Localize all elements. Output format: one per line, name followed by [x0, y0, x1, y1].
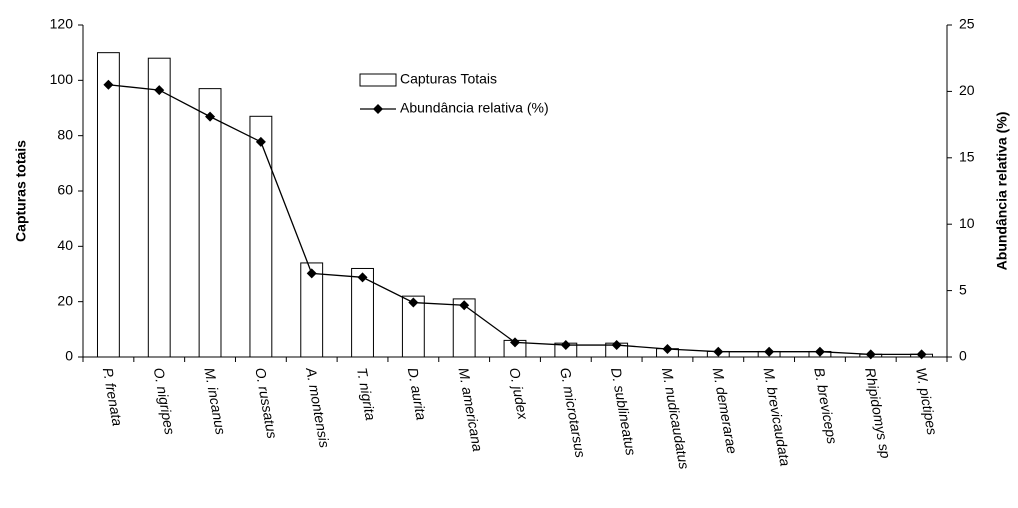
- y-tick-label: 80: [57, 126, 73, 142]
- marker: [560, 340, 571, 351]
- bar: [351, 267, 374, 358]
- marker: [611, 340, 622, 351]
- x-tick-label: O. russatus: [252, 366, 280, 439]
- bar: [300, 262, 324, 358]
- x-tick-label: O. nigripes: [151, 366, 179, 435]
- x-tick-label: M. americana: [456, 366, 487, 453]
- marker: [814, 346, 825, 357]
- y2-tick-label: 10: [959, 215, 975, 231]
- x-tick-label: G. microtarsus: [557, 366, 589, 458]
- x-tick-label: O. judex: [506, 366, 531, 421]
- y2-tick-label: 15: [959, 149, 975, 165]
- y-tick-label: 0: [65, 348, 73, 364]
- marker: [306, 268, 317, 279]
- y-tick-label: 120: [50, 16, 74, 32]
- y2-tick-label: 5: [959, 281, 967, 297]
- x-tick-label: M. incanus: [201, 366, 229, 435]
- marker: [255, 136, 266, 147]
- x-tick-label: Rhipidomys sp: [862, 366, 894, 459]
- x-tick-label: T. nigrita: [354, 366, 379, 421]
- line: [108, 84, 922, 355]
- marker: [408, 297, 419, 308]
- bar: [96, 52, 120, 358]
- x-tick-label: D. sublineatus: [608, 366, 639, 456]
- marker: [357, 272, 368, 283]
- x-tick-label: D. aurita: [405, 366, 430, 421]
- y2-tick-label: 25: [959, 16, 975, 32]
- x-tick-label: M. brevicaudata: [761, 366, 794, 467]
- y2-axis-title: Abundância relativa (%): [994, 112, 1010, 271]
- y-tick-label: 100: [50, 71, 74, 87]
- marker: [154, 85, 165, 96]
- bar: [198, 88, 222, 358]
- marker: [764, 346, 775, 357]
- x-tick-label: M. demerarae: [710, 366, 741, 455]
- bar: [401, 295, 425, 358]
- marker: [459, 300, 470, 311]
- legend-swatch: [373, 104, 383, 114]
- bar: [452, 298, 476, 358]
- marker: [205, 111, 216, 122]
- x-tick-label: M. nudicaudatus: [659, 366, 693, 470]
- y-tick-label: 40: [57, 237, 73, 253]
- legend-label: Capturas Totais: [400, 71, 497, 87]
- x-tick-label: W. pictipes: [913, 366, 941, 436]
- bar: [249, 115, 273, 358]
- bar: [147, 57, 171, 358]
- marker: [510, 337, 520, 348]
- x-tick-label: B. breviceps: [811, 366, 840, 445]
- marker: [713, 346, 724, 357]
- y-tick-label: 60: [57, 182, 73, 198]
- marker: [103, 79, 114, 90]
- marker: [865, 349, 876, 360]
- legend-label: Abundância relativa (%): [400, 100, 549, 116]
- x-tick-label: A. montensis: [303, 365, 333, 448]
- marker: [662, 344, 673, 355]
- legend-swatch: [359, 73, 397, 87]
- marker: [916, 349, 927, 360]
- x-tick-label: P. frenata: [100, 366, 126, 427]
- y2-tick-label: 20: [959, 82, 975, 98]
- y-axis-title: Capturas totais: [13, 140, 29, 242]
- y2-tick-label: 0: [959, 348, 967, 364]
- y-tick-label: 20: [57, 292, 73, 308]
